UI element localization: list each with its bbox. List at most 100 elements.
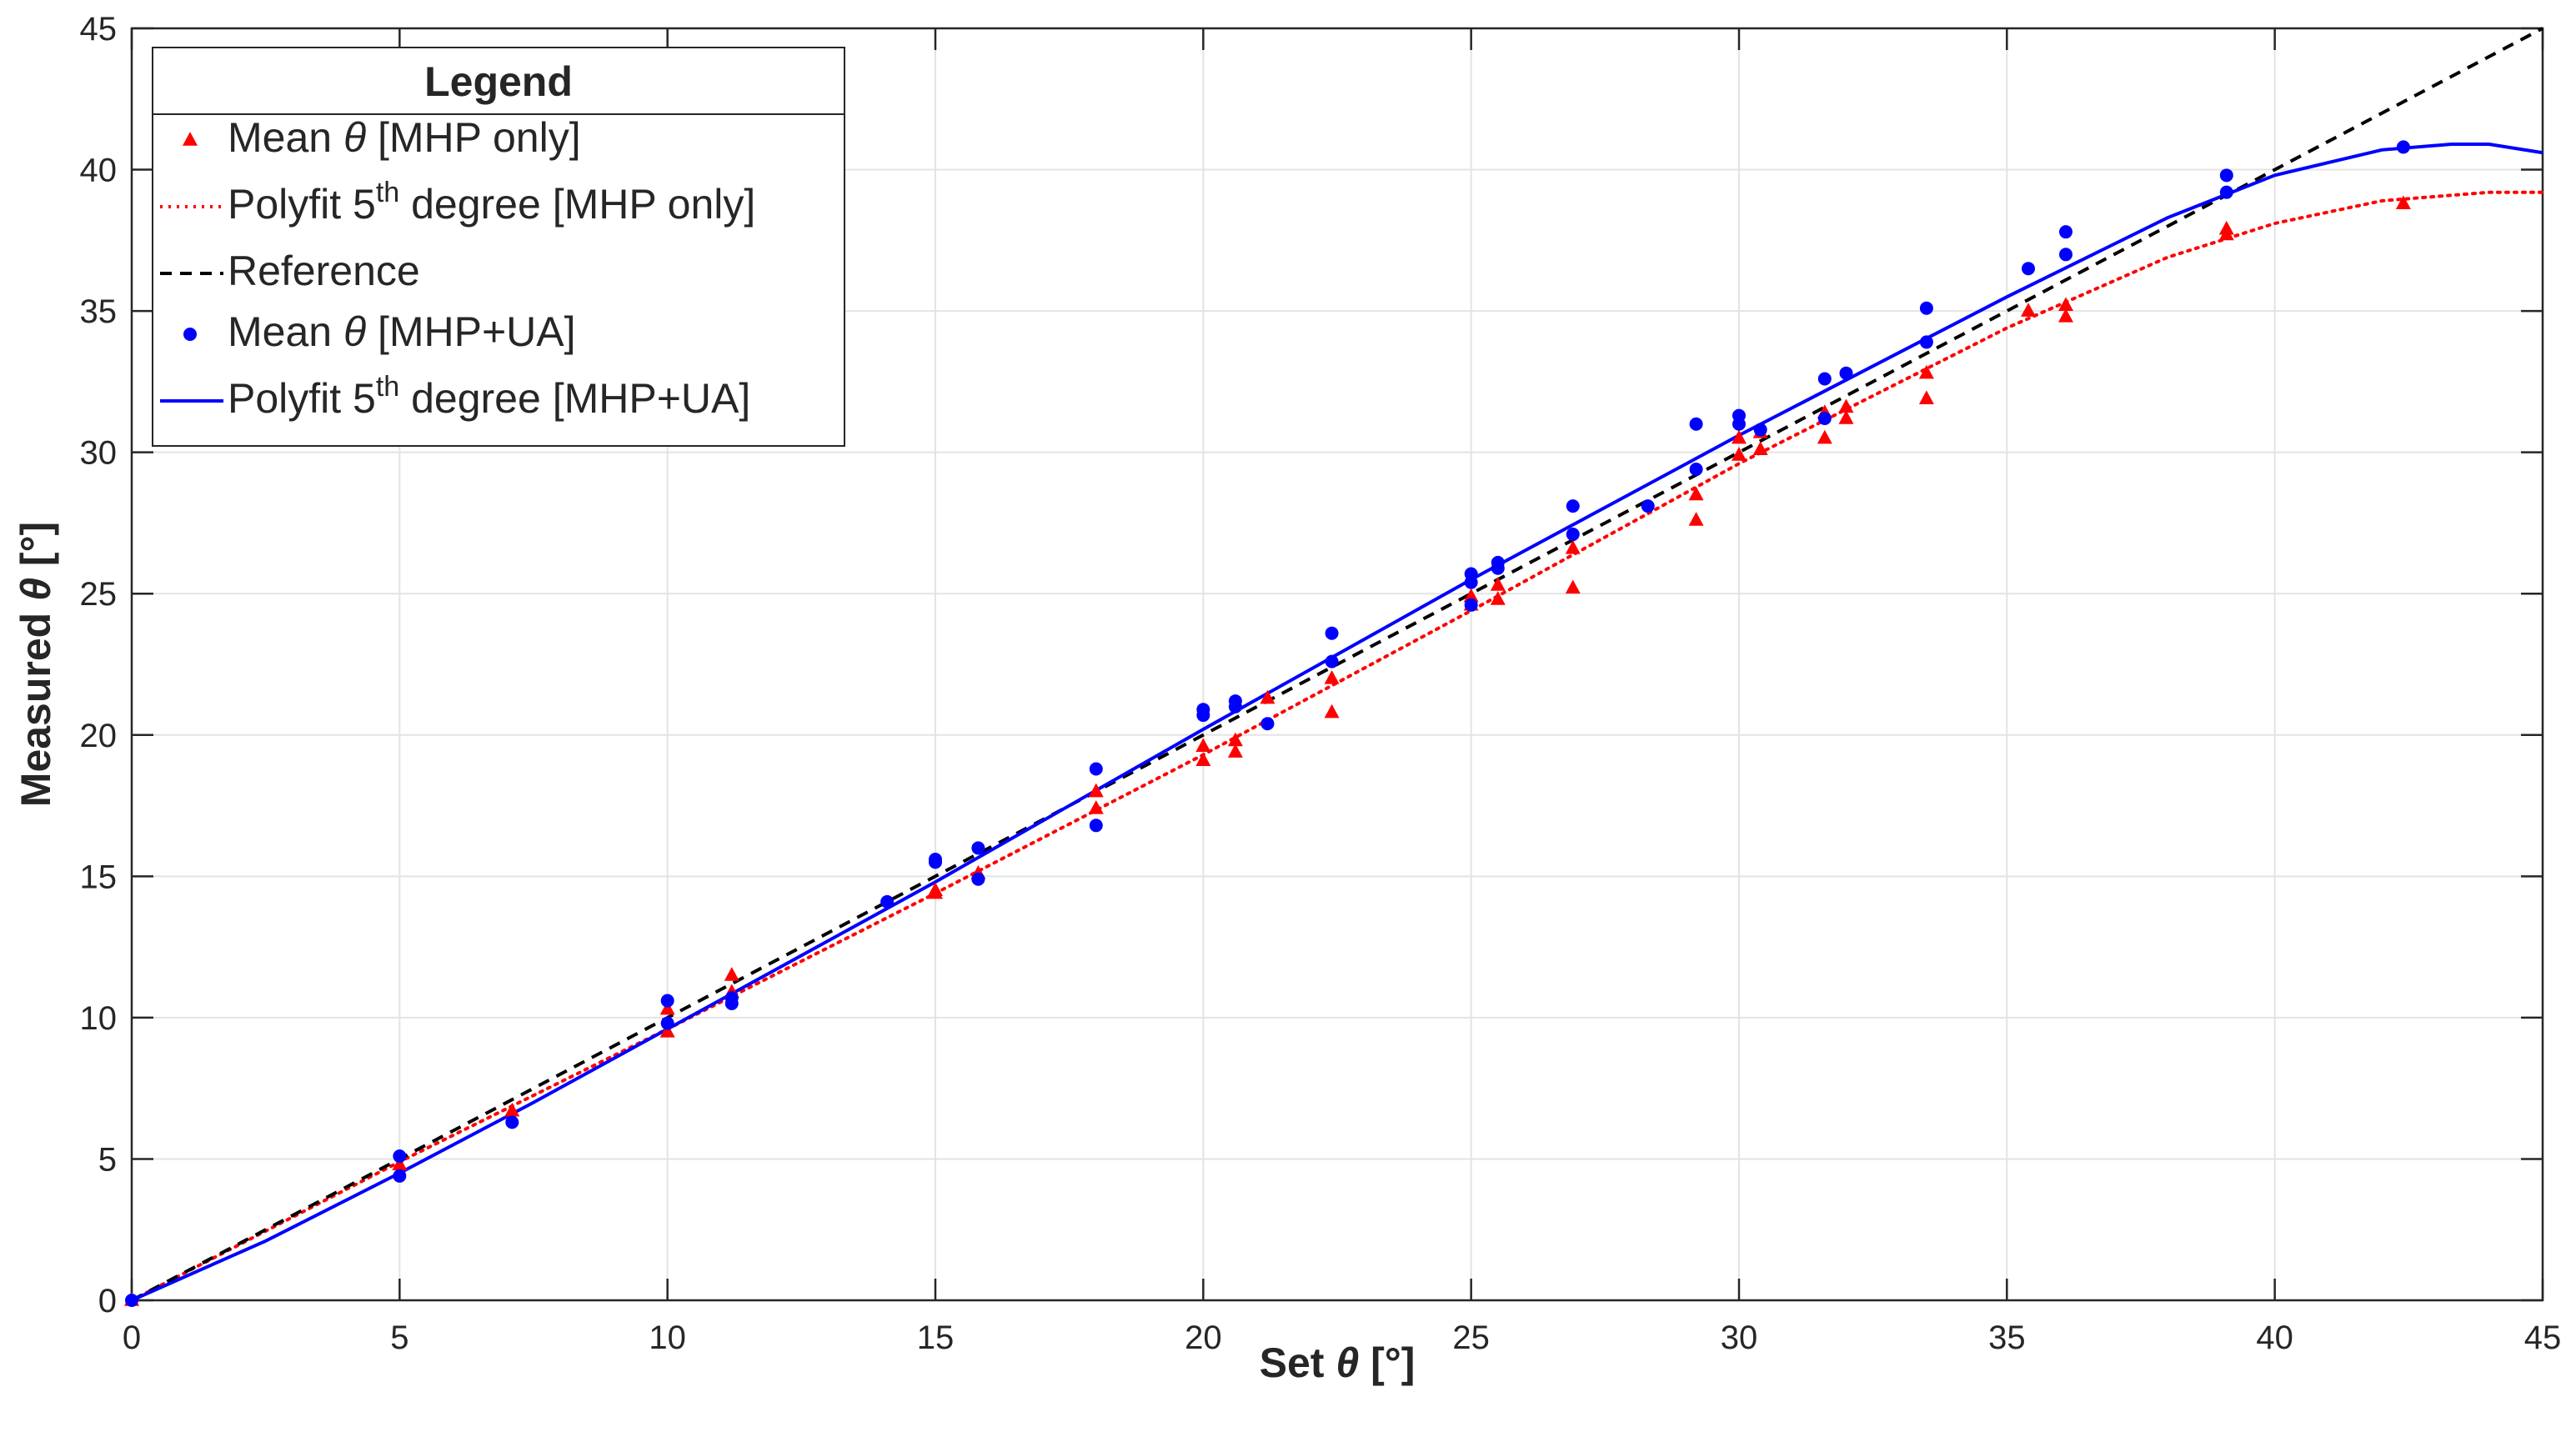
data-point [393,1169,407,1183]
data-point [1689,417,1703,431]
data-point [724,967,739,981]
legend-entry: Reference [160,248,420,294]
data-point [1566,499,1580,513]
data-point [2058,297,2074,312]
y-tick-label: 45 [80,11,118,48]
data-point [659,1023,675,1038]
data-point [1228,694,1242,708]
data-point [1195,752,1211,767]
legend-title: Legend [424,58,573,105]
data-point [971,841,985,855]
data-point [1490,577,1506,591]
data-point [1260,717,1275,731]
x-tick-label: 0 [123,1319,141,1356]
x-tick-label: 45 [2524,1319,2562,1356]
data-point [1464,575,1478,589]
data-point [1088,783,1104,798]
data-point [2219,185,2233,199]
data-point [2219,168,2233,183]
data-point [1688,512,1704,526]
data-point [971,872,985,886]
data-point [880,894,895,909]
x-tick-label: 35 [1988,1319,2026,1356]
data-point [1491,555,1505,569]
data-point [393,1149,407,1164]
data-point [724,991,739,1005]
data-point [1196,703,1210,717]
x-tick-label: 40 [2256,1319,2293,1356]
y-tick-label: 40 [80,153,118,189]
data-point [1089,819,1103,833]
data-point [660,994,674,1008]
data-point [1195,738,1211,753]
data-point [1838,398,1854,413]
legend-entry: Mean θ [MHP only] [183,114,581,161]
legend-label: Polyfit 5th degree [MHP+UA] [228,371,750,422]
y-tick-label: 35 [80,293,118,330]
legend: Legend Mean θ [MHP only] Polyfit 5th degr… [152,47,845,447]
y-tick-label: 25 [80,576,118,613]
data-point [1732,447,1747,461]
data-point [1817,411,1832,425]
x-tick-label: 25 [1452,1319,1490,1356]
data-point [2395,195,2411,209]
data-point [1325,654,1339,668]
data-point [1227,744,1243,758]
data-point [2218,220,2234,235]
data-point [1463,588,1479,603]
data-point [1817,429,1832,444]
x-tick-label: 15 [917,1319,955,1356]
series-line-polyfit_mhp_ua [131,143,2543,1302]
data-point [1839,366,1853,380]
legend-label: Mean θ [MHP only] [228,114,581,161]
legend-label: Reference [228,248,420,294]
data-point [1325,626,1339,640]
y-tick-label: 10 [80,1000,118,1037]
y-tick-label: 20 [80,718,118,754]
data-point [2059,248,2073,262]
data-point [505,1115,519,1129]
data-point [1565,579,1581,594]
y-tick-label: 0 [98,1283,117,1319]
data-point [660,1016,674,1030]
data-point [928,882,943,897]
data-point [504,1102,520,1117]
x-tick-label: 5 [390,1319,408,1356]
y-tick-label: 5 [98,1141,117,1178]
series-mean_mhp_ua [125,140,2410,1307]
data-point [125,1294,138,1307]
data-point [1732,408,1746,423]
data-point [1753,423,1767,437]
legend-entry: Mean θ [MHP+UA] [183,308,576,355]
data-point [2396,140,2410,154]
y-axis-label: Measured θ [°] [13,522,59,807]
data-point [659,1000,675,1015]
data-point [1260,689,1275,704]
data-point [2059,225,2073,239]
data-point [392,1156,408,1170]
data-point [1490,591,1506,605]
data-point [1324,670,1340,684]
data-point [1324,703,1340,718]
x-tick-label: 30 [1721,1319,1758,1356]
axis-ticks: 0 5 10 15 20 25 30 35 40 45 0 5 10 15 20 25 30 35 40 45 [80,11,2562,1356]
legend-label: Mean θ [MHP+UA] [228,308,576,355]
data-point [1919,301,1933,315]
y-tick-label: 15 [80,859,118,895]
data-point [1732,429,1747,444]
data-point [2021,303,2037,317]
data-point [1919,335,1933,349]
legend-swatch [183,328,197,341]
legend-label: Polyfit 5th degree [MHP only] [228,177,755,228]
data-point [1688,486,1704,501]
data-point [1641,499,1655,513]
y-tick-label: 30 [80,435,118,472]
data-point [2022,262,2036,276]
data-point [1088,800,1104,814]
data-point [2058,308,2074,323]
data-point [1752,441,1768,455]
data-point [1838,410,1854,424]
x-tick-label: 10 [649,1319,686,1356]
data-point [1817,372,1832,386]
